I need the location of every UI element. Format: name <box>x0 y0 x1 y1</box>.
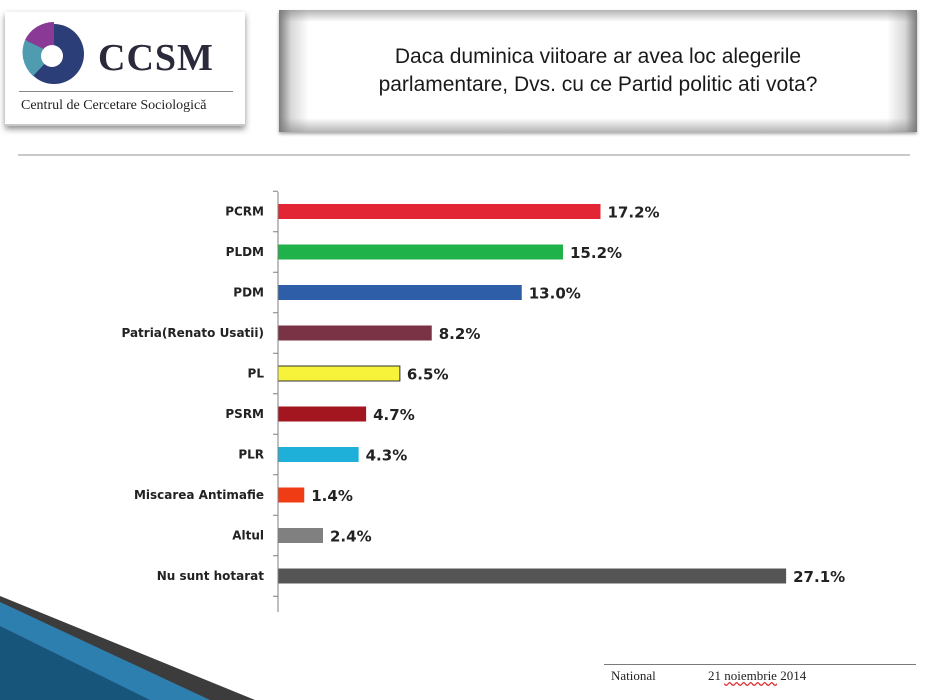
bar <box>278 204 601 219</box>
category-label: PL <box>248 367 265 381</box>
bar <box>278 325 432 341</box>
title-box: Daca duminica viitoare ar avea loc alege… <box>279 10 917 132</box>
footer-scope: National <box>611 668 656 683</box>
category-label: Patria(Renato Usatii) <box>121 326 264 340</box>
logo-subtitle: Centrul de Cercetare Sociologică <box>21 98 207 113</box>
data-label: 27.1% <box>793 568 845 586</box>
footer-date-day: 21 <box>708 668 721 683</box>
header-divider <box>18 154 910 156</box>
question-line-1: Daca duminica viitoare ar avea loc alege… <box>394 45 802 68</box>
bar <box>278 447 359 462</box>
category-label: PSRM <box>225 407 264 421</box>
corner-decoration <box>0 596 255 700</box>
footer-date-year: 2014 <box>780 668 807 683</box>
data-label: 1.4% <box>311 487 353 505</box>
data-label: 8.2% <box>439 325 481 343</box>
category-label: Miscarea Antimafie <box>134 488 264 502</box>
chart-question: Daca duminica viitoare ar avea loc alege… <box>318 43 878 99</box>
bars-layer: PCRM 17.2% PLDM 15.2% PDM 13.0% Patria(Renato … <box>121 190 845 597</box>
logo-wordmark: CCSM <box>98 37 214 79</box>
data-label: 17.2% <box>608 204 660 222</box>
category-label: PDM <box>233 286 264 300</box>
data-label: 13.0% <box>529 285 581 303</box>
data-label: 6.5% <box>407 366 449 384</box>
category-label: PCRM <box>225 205 264 219</box>
footer-date: 21 noiembrie 2014 <box>708 668 806 684</box>
category-label: Nu sunt hotarat <box>157 569 265 583</box>
bar <box>278 528 323 543</box>
category-label: PLDM <box>226 245 264 259</box>
bar <box>278 568 787 584</box>
data-label: 15.2% <box>570 244 622 262</box>
bar <box>278 244 563 260</box>
footer-date-month: noiembrie <box>724 668 777 683</box>
bar <box>278 406 367 422</box>
logo-divider <box>19 91 233 92</box>
data-label: 4.7% <box>373 406 415 424</box>
bar <box>278 487 305 503</box>
data-label: 4.3% <box>366 447 408 465</box>
category-label: Altul <box>232 529 264 543</box>
bar <box>277 365 401 382</box>
data-label: 2.4% <box>330 528 372 546</box>
bar <box>278 285 522 300</box>
ccsm-logo-icon <box>22 21 84 84</box>
logo-card: CCSM Centrul de Cercetare Sociologică <box>5 12 245 126</box>
footer-divider <box>604 664 916 665</box>
question-line-2: parlamentare, Dvs. cu ce Partid politic … <box>378 73 818 96</box>
category-label: PLR <box>238 448 264 462</box>
